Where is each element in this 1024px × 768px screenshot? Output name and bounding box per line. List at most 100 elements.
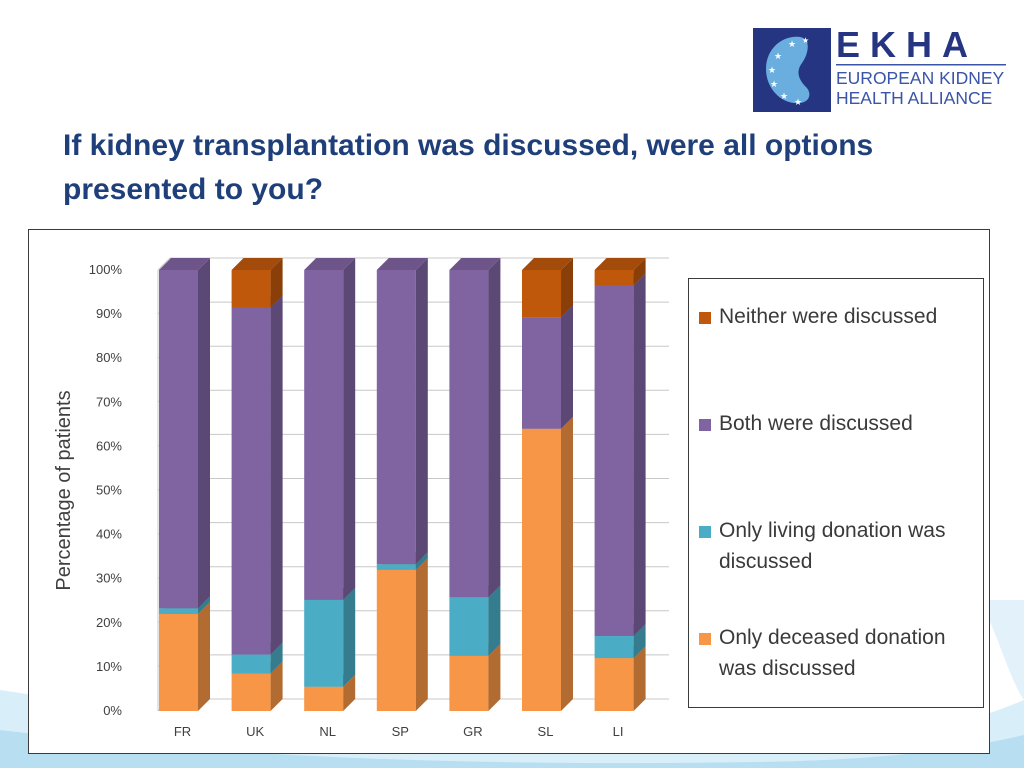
bar-segment-front [522,270,561,318]
bar-segment-side [343,258,356,600]
bar-segment-side [415,258,428,565]
page-title: If kidney transplantation was discussed,… [63,124,963,212]
y-axis-title: Percentage of patients [53,390,75,590]
y-tick-label: 0% [103,703,122,718]
bar-segment-front [376,564,416,570]
x-tick-label: SP [392,724,409,739]
x-tick-label: SL [538,724,554,739]
bar-segment-side [415,557,428,711]
bar-segment-side [488,258,501,598]
y-tick-label: 100% [89,262,123,277]
x-tick-label: LI [613,724,624,739]
stacked-bar-chart: 0% 10% 20% 30% 40% 50% 60% 70% 80% 90% 100% Percent… [53,257,669,739]
bar-segment-front [304,686,344,711]
bar-segment-side [198,596,210,614]
bar-segment-side [561,416,573,711]
bar-segment-side [270,258,283,308]
legend-label-line: was discussed [719,657,856,680]
bar-segment-side [415,552,428,570]
legend-swatch [699,312,711,324]
legend-swatch [699,633,711,645]
bar-segment-front [522,317,561,429]
legend-item: Neither were discussed [699,301,979,332]
legend-label: Both were discussed [719,408,913,439]
bar-segment-front [594,270,634,286]
bar-segment-top [449,258,501,270]
legend-label: Neither were discussed [719,301,937,332]
chart-legend: Neither were discussed Both were discusse… [688,278,984,708]
bar-segment-front [159,270,198,609]
bar-segment-side [633,624,646,659]
kidney-icon [766,36,810,104]
bar-segment-top [231,258,283,270]
bar-segment-front [231,270,271,308]
x-tick-label: GR [463,724,483,739]
bar-segment-front [231,307,271,655]
legend-label: Only living donation was discussed [719,515,945,577]
gridline-diag [157,257,171,271]
bar-segment-side [270,295,283,655]
svg-text:★: ★ [794,97,802,107]
bar-segment-front [522,428,561,711]
ekha-logo: ★ ★ ★ ★ ★ ★ ★ EKHA EUROPEAN KIDNEY HEALT… [752,24,1008,113]
legend-item: Both were discussed [699,408,979,439]
legend-label-line: Only living donation was [719,519,946,542]
bar-segment-top [376,258,428,270]
bar-segment-side [343,587,356,687]
svg-text:★: ★ [774,51,782,61]
bar-segment-front [594,658,634,711]
logo-acronym: EKHA [836,27,978,65]
bar-segment-side [633,258,646,286]
bar-segment-front [449,597,489,656]
bar-segment-front [231,673,271,711]
title-line-1: If kidney transplantation was discussed,… [63,129,874,162]
legend-swatch [699,419,711,431]
bar-segment-side [488,643,501,711]
x-tick-label: NL [319,724,336,739]
bar-segment-front [304,599,344,687]
stars-icon: ★ ★ ★ ★ ★ ★ ★ [768,36,809,107]
svg-text:★: ★ [768,65,776,75]
bar-segment-side [270,661,283,711]
bar-segment-front [159,608,198,614]
bar-segment-side [488,585,501,656]
y-tick-label: 50% [96,483,122,498]
bar-segment-side [561,258,573,318]
bar-segment-side [198,258,210,609]
y-tick-label: 90% [96,306,122,321]
bar-segment-top [522,258,573,270]
legend-label-line: discussed [719,550,813,573]
y-tick-label: 80% [96,350,122,365]
title-line-2: presented to you? [63,173,324,206]
y-tick-label: 40% [96,527,122,542]
bar-segment-top [594,258,646,270]
legend-label: Only deceased donation was discussed [719,622,946,684]
bar-segment-front [304,270,344,600]
legend-item: Only living donation was discussed [699,515,979,577]
y-tick-label: 20% [96,615,122,630]
x-tick-label: UK [246,724,264,739]
svg-text:★: ★ [788,39,796,49]
legend-label-line: Only deceased donation [719,626,946,649]
y-tick-label: 70% [96,394,122,409]
bar-segment-front [449,655,489,711]
logo-name-line1: EUROPEAN KIDNEY [836,68,1005,88]
bar-segment-side [343,674,356,711]
bar-segment-side [633,273,646,637]
bar-segment-front [159,613,198,711]
legend-item: Only deceased donation was discussed [699,622,979,684]
bar-segment-front [376,569,416,711]
bar-segment-front [449,270,489,598]
bar-segment-side [561,305,573,429]
bar-segment-side [198,601,210,711]
legend-swatch [699,526,711,538]
bar-segment-top [304,258,356,270]
svg-text:★: ★ [780,91,788,101]
y-tick-label: 30% [96,571,122,586]
bar-segment-front [231,654,271,674]
bar-segment-top [159,258,210,270]
bar-segment-front [594,636,634,659]
bar-segment-front [594,285,634,637]
legend-label-line: Neither were discussed [719,305,938,328]
logo-name-line2: HEALTH ALLIANCE [836,88,992,108]
